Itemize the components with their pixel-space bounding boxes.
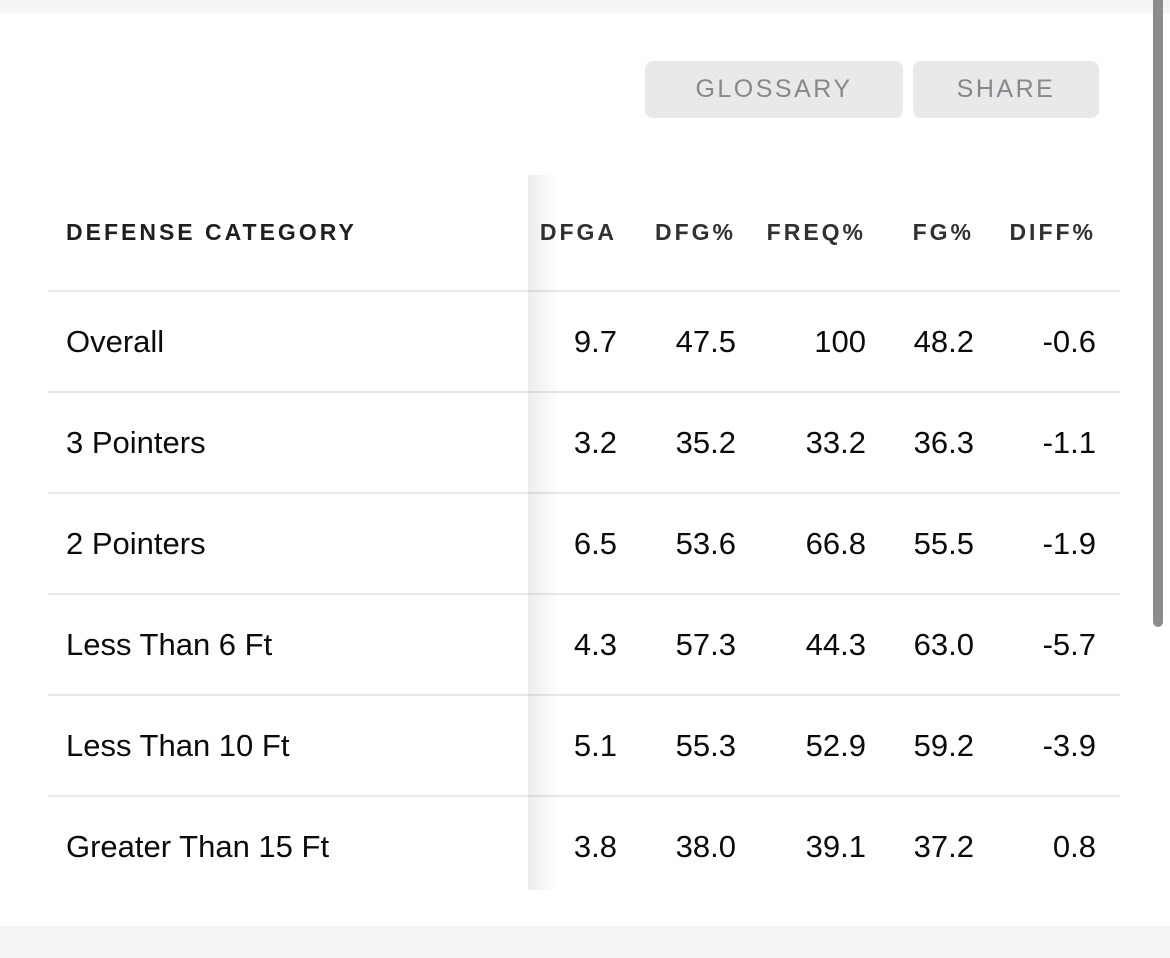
column-header-dfg-pct[interactable]: DFG% — [655, 219, 736, 245]
column-header-defense-category[interactable]: DEFENSE CATEGORY — [66, 219, 357, 245]
diff-pct-value: -1.9 — [1042, 525, 1096, 561]
fg-pct-value: 63.0 — [913, 626, 974, 662]
fg-pct-value: 36.3 — [913, 424, 974, 460]
fg-pct-value: 37.2 — [913, 828, 974, 864]
dfg-pct-value: 35.2 — [675, 424, 736, 460]
freq-pct-value: 52.9 — [805, 727, 866, 763]
fg-pct-value: 59.2 — [913, 727, 974, 763]
dfga-value: 9.7 — [573, 323, 617, 359]
freq-pct-value: 39.1 — [805, 828, 866, 864]
dfga-value: 3.2 — [573, 424, 617, 460]
dfg-pct-value: 57.3 — [675, 626, 736, 662]
fg-pct-value: 55.5 — [913, 525, 974, 561]
column-header-diff-pct[interactable]: DIFF% — [1009, 219, 1096, 245]
column-header-freq-pct[interactable]: FREQ% — [766, 219, 866, 245]
dfg-pct-value: 38.0 — [675, 828, 736, 864]
bottom-strip — [0, 926, 1170, 958]
row-category-label: Greater Than 15 Ft — [66, 828, 330, 864]
top-strip — [0, 0, 1170, 13]
dfg-pct-value: 55.3 — [675, 727, 736, 763]
fg-pct-value: 48.2 — [913, 323, 974, 359]
row-category-label: 3 Pointers — [66, 424, 206, 460]
dfga-value: 5.1 — [573, 727, 617, 763]
row-category-label: 2 Pointers — [66, 525, 206, 561]
table-row-overall: Overall 9.7 47.5 100 48.2 -0.6 — [48, 290, 1120, 391]
dfg-pct-value: 47.5 — [675, 323, 736, 359]
share-button[interactable]: SHARE — [913, 61, 1099, 118]
row-category-label: Less Than 6 Ft — [66, 626, 273, 662]
table-row-3-pointers: 3 Pointers 3.2 35.2 33.2 36.3 -1.1 — [48, 391, 1120, 492]
dfga-value: 3.8 — [573, 828, 617, 864]
diff-pct-value: -3.9 — [1042, 727, 1096, 763]
row-category-label: Less Than 10 Ft — [66, 727, 290, 763]
diff-pct-value: -5.7 — [1042, 626, 1096, 662]
dfg-pct-value: 53.6 — [675, 525, 736, 561]
table-row-2-pointers: 2 Pointers 6.5 53.6 66.8 55.5 -1.9 — [48, 492, 1120, 593]
vertical-scrollbar-thumb[interactable] — [1153, 0, 1163, 627]
diff-pct-value: -0.6 — [1042, 323, 1096, 359]
toolbar: GLOSSARY SHARE — [645, 61, 1099, 118]
freq-pct-value: 66.8 — [805, 525, 866, 561]
dfga-value: 6.5 — [573, 525, 617, 561]
table-row-less-than-10-ft: Less Than 10 Ft 5.1 55.3 52.9 59.2 -3.9 — [48, 694, 1120, 795]
table-header-row: DEFENSE CATEGORY DFGA DFG% FREQ% FG% DIF… — [48, 175, 1120, 290]
glossary-button[interactable]: GLOSSARY — [645, 61, 903, 118]
dfga-value: 4.3 — [573, 626, 617, 662]
freq-pct-value: 33.2 — [805, 424, 866, 460]
column-header-dfga[interactable]: DFGA — [539, 219, 617, 245]
table-row-less-than-6-ft: Less Than 6 Ft 4.3 57.3 44.3 63.0 -5.7 — [48, 593, 1120, 694]
freq-pct-value: 44.3 — [805, 626, 866, 662]
column-header-fg-pct[interactable]: FG% — [912, 219, 974, 245]
defense-stats-table: DEFENSE CATEGORY DFGA DFG% FREQ% FG% DIF… — [48, 175, 1120, 896]
diff-pct-value: 0.8 — [1052, 828, 1096, 864]
table-row-greater-than-15-ft: Greater Than 15 Ft 3.8 38.0 39.1 37.2 0.… — [48, 795, 1120, 896]
diff-pct-value: -1.1 — [1042, 424, 1096, 460]
freq-pct-value: 100 — [814, 323, 866, 359]
row-category-label: Overall — [66, 323, 165, 359]
